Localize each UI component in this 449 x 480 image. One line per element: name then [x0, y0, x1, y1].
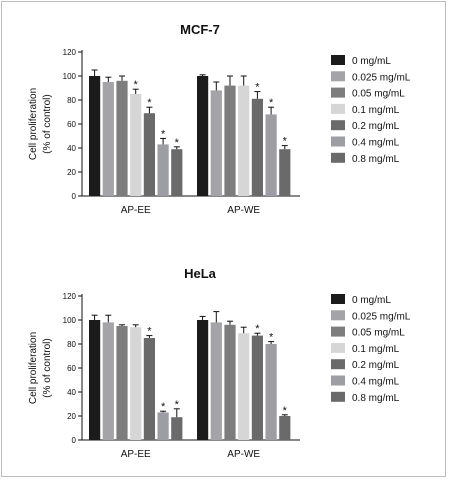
bar	[157, 412, 169, 440]
significance-marker: *	[134, 79, 139, 91]
legend-swatch	[331, 310, 345, 321]
bar	[102, 82, 114, 196]
bar	[265, 114, 277, 196]
significance-marker: *	[161, 401, 166, 413]
y-axis-label-unit: (% of control)	[42, 94, 53, 153]
legend-swatch	[331, 294, 345, 304]
legend-label: 0.4 mg/mL	[352, 138, 400, 149]
y-tick-label: 80	[67, 340, 76, 349]
legend-label: 0.2 mg/mL	[352, 360, 400, 371]
legend-swatch	[331, 359, 345, 370]
significance-marker: *	[255, 323, 260, 335]
chart-title: HeLa	[184, 266, 217, 281]
legend-swatch	[331, 120, 345, 131]
x-tick-label: AP-WE	[227, 449, 260, 460]
legend-label: 0.2 mg/mL	[352, 121, 400, 132]
legend-swatch	[331, 326, 345, 337]
bar	[157, 144, 169, 196]
y-tick-label: 60	[67, 364, 76, 373]
y-tick-label: 120	[63, 292, 77, 301]
legend-label: 0.05 mg/mL	[352, 328, 405, 339]
y-tick-label: 80	[67, 96, 76, 105]
legend-label: 0 mg/mL	[352, 56, 391, 67]
x-tick-label: AP-EE	[121, 449, 151, 460]
y-tick-label: 20	[67, 412, 76, 421]
bar	[116, 326, 128, 440]
bar	[130, 327, 142, 440]
legend-swatch	[331, 103, 345, 114]
legend-swatch	[331, 152, 345, 163]
legend-label: 0 mg/mL	[352, 295, 391, 306]
bar	[238, 333, 250, 440]
y-tick-label: 40	[67, 144, 76, 153]
x-tick-label: AP-EE	[121, 205, 151, 216]
y-axis-label: Cell proliferation	[28, 88, 39, 160]
bar	[210, 90, 222, 196]
x-tick-label: AP-WE	[227, 205, 260, 216]
y-tick-label: 100	[63, 316, 77, 325]
y-tick-label: 40	[67, 388, 76, 397]
bar	[89, 76, 101, 196]
significance-marker: *	[147, 97, 152, 109]
bar	[197, 320, 209, 440]
legend-swatch	[331, 71, 345, 82]
bar	[130, 94, 142, 196]
y-tick-label: 0	[72, 436, 77, 445]
y-axis-label: Cell proliferation	[28, 332, 39, 404]
significance-marker: *	[283, 405, 288, 417]
bar	[251, 335, 263, 440]
bar	[279, 149, 291, 196]
bar	[224, 85, 236, 196]
bar	[238, 85, 250, 196]
legend-swatch	[331, 55, 345, 65]
legend-label: 0.025 mg/mL	[352, 72, 411, 83]
y-tick-label: 0	[72, 192, 77, 201]
legend-label: 0.4 mg/mL	[352, 377, 400, 388]
bar	[143, 338, 155, 440]
significance-marker: *	[175, 137, 180, 149]
bar	[279, 416, 291, 440]
bar	[102, 322, 114, 440]
bar	[143, 113, 155, 196]
bar	[224, 324, 236, 440]
y-tick-label: 120	[63, 48, 77, 57]
bar	[197, 76, 209, 196]
chart-title: MCF-7	[180, 22, 220, 37]
bar	[89, 320, 101, 440]
y-axis-label-unit: (% of control)	[42, 338, 53, 397]
legend-label: 0.05 mg/mL	[352, 89, 405, 100]
significance-marker: *	[283, 136, 288, 148]
legend-label: 0.8 mg/mL	[352, 393, 400, 404]
legend-label: 0.8 mg/mL	[352, 154, 400, 165]
bar	[210, 322, 222, 440]
bar	[171, 417, 183, 440]
legend-label: 0.1 mg/mL	[352, 105, 400, 116]
significance-marker: *	[255, 82, 260, 94]
y-tick-label: 20	[67, 168, 76, 177]
legend-swatch	[331, 136, 345, 147]
legend-swatch	[331, 87, 345, 98]
bar	[171, 149, 183, 196]
significance-marker: *	[147, 326, 152, 338]
bar	[251, 98, 263, 196]
significance-marker: *	[161, 128, 166, 140]
legend-label: 0.025 mg/mL	[352, 311, 411, 322]
significance-marker: *	[175, 399, 180, 411]
legend-swatch	[331, 342, 345, 353]
significance-marker: *	[269, 97, 274, 109]
significance-marker: *	[269, 332, 274, 344]
legend-label: 0.1 mg/mL	[352, 344, 400, 355]
bar	[265, 344, 277, 440]
y-tick-label: 60	[67, 120, 76, 129]
y-tick-label: 100	[63, 72, 77, 81]
bar	[116, 80, 128, 196]
legend-swatch	[331, 391, 345, 402]
legend-swatch	[331, 375, 345, 386]
